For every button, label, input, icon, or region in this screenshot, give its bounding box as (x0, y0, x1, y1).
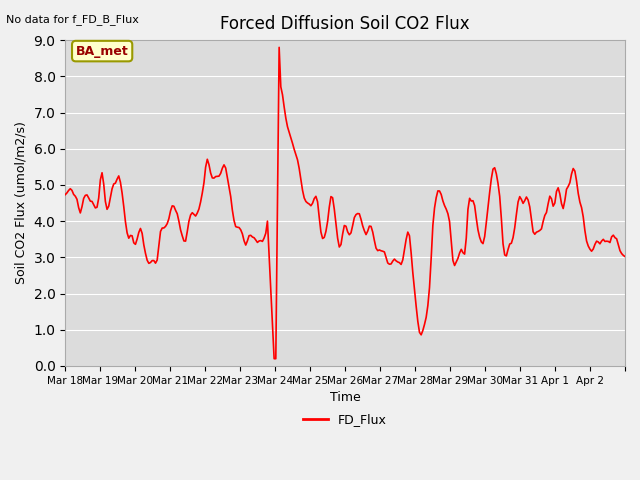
Text: BA_met: BA_met (76, 45, 129, 58)
Y-axis label: Soil CO2 Flux (umol/m2/s): Soil CO2 Flux (umol/m2/s) (15, 121, 28, 285)
Legend: FD_Flux: FD_Flux (298, 408, 392, 432)
Title: Forced Diffusion Soil CO2 Flux: Forced Diffusion Soil CO2 Flux (220, 15, 470, 33)
Text: No data for f_FD_B_Flux: No data for f_FD_B_Flux (6, 14, 140, 25)
X-axis label: Time: Time (330, 391, 360, 404)
